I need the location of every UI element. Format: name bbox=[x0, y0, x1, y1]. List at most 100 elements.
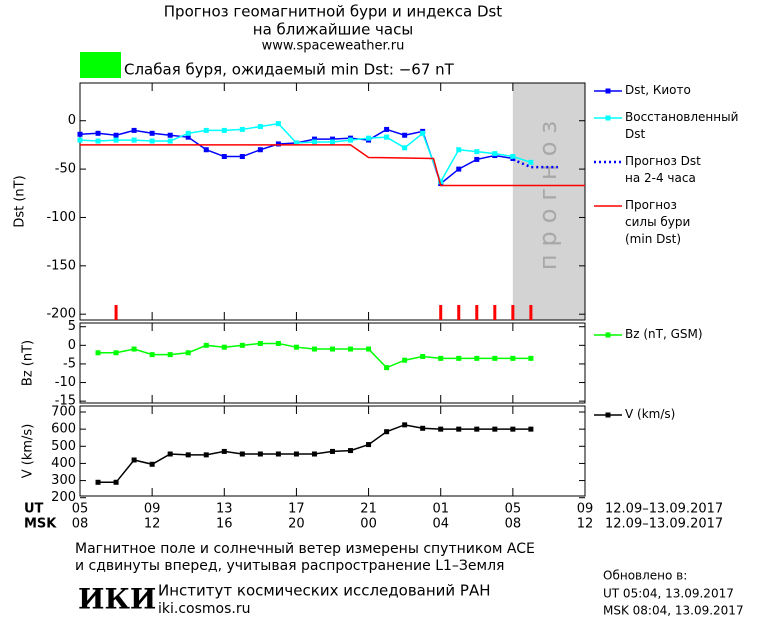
data-point bbox=[456, 355, 462, 361]
x-tick-label: 09 bbox=[577, 502, 594, 517]
data-point bbox=[438, 355, 444, 361]
plot-frame bbox=[79, 405, 586, 497]
y-tick-label: 0 bbox=[68, 338, 76, 353]
y-tick-label: -100 bbox=[46, 210, 76, 225]
legend-entry: Прогноз силы бури (min Dst) bbox=[625, 198, 691, 246]
x-tick-label: 05 bbox=[505, 502, 522, 517]
data-point bbox=[221, 448, 227, 454]
data-point bbox=[474, 156, 480, 162]
data-point bbox=[420, 130, 426, 136]
x-tick-label: 13 bbox=[216, 502, 233, 517]
data-point bbox=[95, 130, 101, 136]
data-point bbox=[149, 138, 155, 144]
legend-marker bbox=[605, 412, 611, 418]
data-point bbox=[510, 355, 516, 361]
y-axis-label: Bz (nT) bbox=[21, 340, 36, 386]
logo: ИКИ bbox=[78, 583, 156, 616]
institute: Институт космических исследований РАН bbox=[158, 582, 491, 600]
data-point bbox=[203, 452, 209, 458]
data-point bbox=[203, 147, 209, 153]
data-point bbox=[167, 352, 173, 358]
data-point bbox=[221, 344, 227, 350]
note: и сдвинуты вперед, учитывая распростране… bbox=[75, 558, 504, 574]
series-line bbox=[80, 144, 585, 187]
data-point bbox=[402, 422, 408, 428]
data-point bbox=[203, 342, 209, 348]
institute-url: iki.cosmos.ru bbox=[158, 601, 250, 617]
data-point bbox=[348, 137, 354, 143]
data-point bbox=[185, 350, 191, 356]
data-point bbox=[95, 138, 101, 144]
x-tick-label: 04 bbox=[432, 517, 449, 532]
data-point bbox=[474, 426, 480, 432]
y-tick-label: 600 bbox=[51, 422, 76, 437]
y-axis-label: Dst (nT) bbox=[13, 175, 28, 227]
data-point bbox=[366, 346, 372, 352]
data-point bbox=[438, 426, 444, 432]
y-tick-label: -10 bbox=[55, 375, 76, 390]
data-point bbox=[330, 448, 335, 454]
legend-marker bbox=[605, 332, 611, 338]
data-point bbox=[113, 137, 119, 143]
data-point bbox=[257, 340, 263, 346]
data-point bbox=[528, 159, 534, 165]
plot-frame bbox=[79, 82, 586, 321]
y-tick-label: 400 bbox=[51, 456, 76, 471]
y-tick-label: 300 bbox=[51, 473, 76, 488]
subtitle: на ближайшие часы bbox=[253, 21, 413, 39]
data-point bbox=[185, 130, 191, 136]
data-point bbox=[257, 451, 263, 457]
data-point bbox=[528, 426, 534, 432]
series-line bbox=[79, 128, 513, 185]
x-tick-label: 08 bbox=[505, 517, 522, 532]
data-point bbox=[77, 137, 83, 143]
data-point bbox=[149, 461, 155, 467]
data-point bbox=[239, 451, 245, 457]
data-point bbox=[77, 131, 83, 137]
url: www.spaceweather.ru bbox=[262, 39, 405, 54]
data-point bbox=[239, 342, 245, 348]
data-point bbox=[167, 132, 173, 138]
data-point bbox=[203, 127, 209, 133]
data-point bbox=[185, 134, 191, 140]
data-point bbox=[149, 352, 155, 358]
status-box bbox=[80, 52, 121, 78]
data-point bbox=[456, 147, 462, 153]
y-tick-label: -5 bbox=[63, 356, 76, 371]
y-tick-label: -15 bbox=[55, 394, 76, 409]
x-tick-label: 16 bbox=[216, 517, 233, 532]
data-point bbox=[275, 340, 281, 346]
data-point bbox=[275, 451, 281, 457]
data-point bbox=[528, 355, 534, 361]
data-point bbox=[474, 149, 480, 155]
data-point bbox=[293, 344, 299, 350]
data-point bbox=[293, 451, 299, 457]
x-tick-label: 00 bbox=[360, 517, 377, 532]
y-tick-label: 200 bbox=[51, 490, 76, 505]
title: Прогноз геомагнитной бури и индекса Dst bbox=[164, 3, 503, 21]
data-point bbox=[311, 139, 317, 145]
x-axis-label: MSK bbox=[24, 517, 57, 532]
data-point bbox=[402, 145, 408, 151]
data-point bbox=[438, 179, 444, 185]
date-range: 12.09–13.09.2017 bbox=[605, 502, 723, 517]
data-point bbox=[492, 426, 498, 432]
y-axis-label: V (km/s) bbox=[21, 424, 36, 479]
data-point bbox=[384, 429, 390, 435]
data-point bbox=[167, 451, 173, 457]
legend-entry: V (km/s) bbox=[625, 407, 676, 421]
y-tick-label: -150 bbox=[46, 258, 76, 273]
x-axis-label: UT bbox=[24, 502, 44, 517]
data-point bbox=[275, 141, 281, 147]
data-point bbox=[185, 452, 191, 458]
data-point bbox=[348, 346, 354, 352]
x-tick-label: 09 bbox=[144, 502, 161, 517]
data-point bbox=[113, 350, 119, 356]
data-point bbox=[113, 479, 119, 485]
data-point bbox=[456, 166, 462, 172]
date-range: 12.09–13.09.2017 bbox=[605, 517, 723, 532]
data-point bbox=[311, 136, 317, 142]
legend-entry: Dst, Киото bbox=[625, 83, 691, 97]
data-point bbox=[311, 346, 317, 352]
